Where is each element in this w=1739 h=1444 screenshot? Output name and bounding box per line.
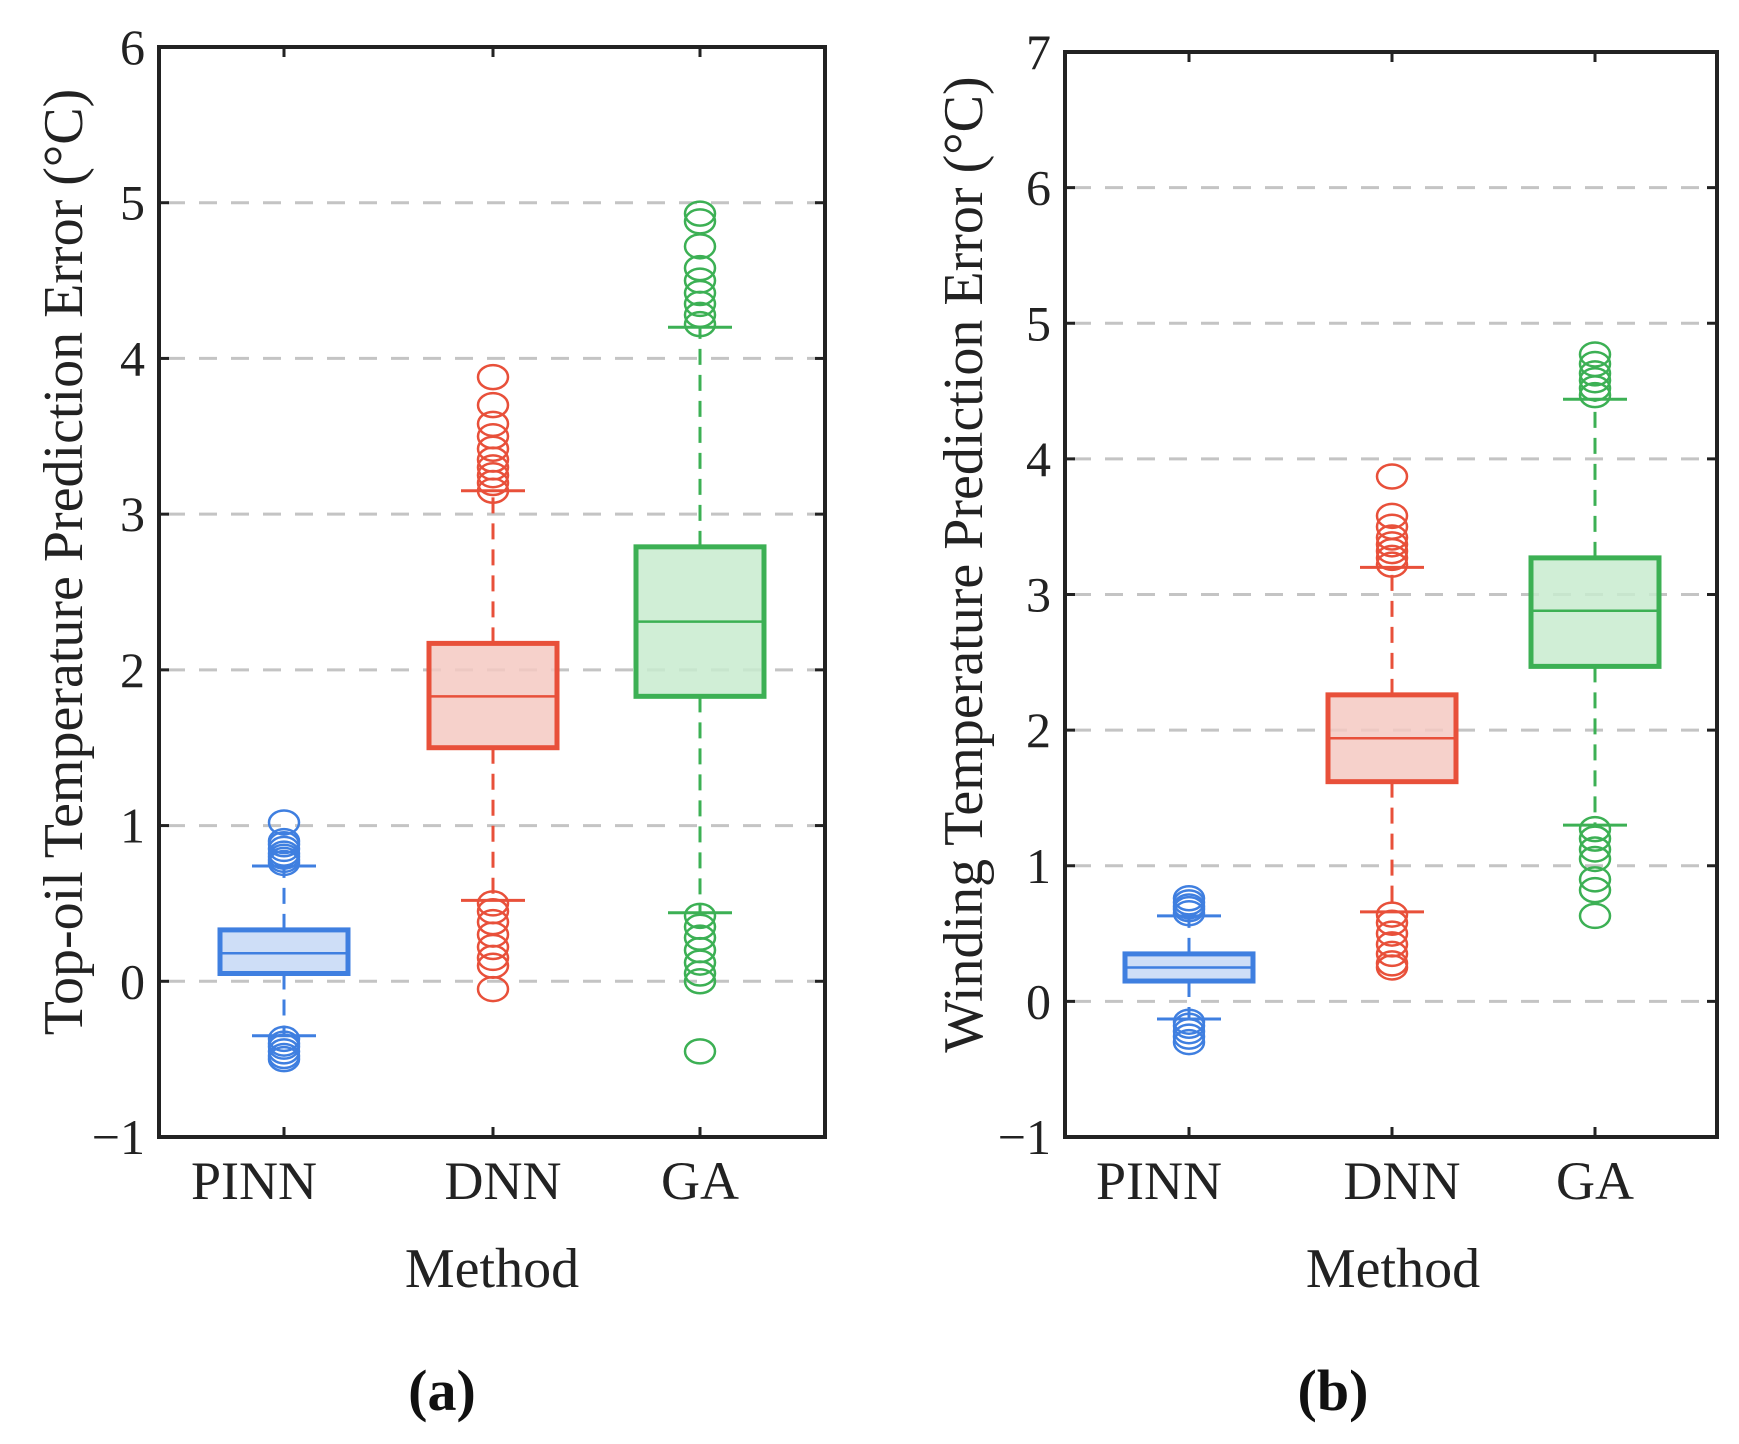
y-tick-label: 6 [120, 19, 145, 75]
outlier [476, 454, 510, 481]
outlier [683, 301, 717, 329]
outlier [1172, 1023, 1206, 1050]
outlier [683, 949, 717, 976]
outlier [683, 200, 717, 227]
outlier [1578, 845, 1612, 873]
y-tick-label: 0 [1026, 973, 1051, 1029]
outlier [683, 1038, 717, 1065]
y-tick-label: 4 [120, 330, 145, 386]
outlier [1172, 1028, 1206, 1056]
y-tick-label: 1 [1026, 838, 1051, 894]
outlier [683, 310, 717, 338]
outlier [267, 827, 301, 855]
outlier [1578, 866, 1612, 893]
x-tick-label: GA [1556, 1151, 1634, 1211]
outlier [1375, 901, 1409, 928]
outlier [1578, 366, 1612, 394]
outlier [683, 968, 717, 995]
outlier [267, 809, 301, 836]
outlier [1375, 513, 1409, 540]
box-dnn [1325, 463, 1459, 981]
panel-a: −1 0 1 2 3 4 5 6 PINN DNN GA Method Top-oil Temperat… [33, 19, 827, 1423]
y-tick-label: 2 [1026, 702, 1051, 758]
panel-label: (a) [408, 1358, 476, 1423]
x-tick-label: PINN [1096, 1151, 1222, 1211]
x-tick-label: DNN [445, 1151, 562, 1211]
outlier [476, 890, 510, 917]
outlier [1578, 836, 1612, 863]
outlier [1172, 1017, 1206, 1045]
outlier [1375, 909, 1409, 936]
outlier [1375, 551, 1409, 578]
outlier [1375, 544, 1409, 572]
outlier [476, 391, 510, 419]
outlier [267, 1045, 301, 1073]
outlier [1375, 502, 1409, 530]
outlier [476, 410, 510, 438]
outlier [1375, 940, 1409, 968]
outlier [476, 461, 510, 489]
panel-label: (b) [1298, 1358, 1369, 1423]
outlier [476, 975, 510, 1003]
outlier [683, 267, 717, 294]
y-tick-label: 5 [120, 175, 145, 231]
y-tick-label: −1 [92, 1109, 145, 1165]
y-tick-label: 0 [120, 953, 145, 1009]
y-tick-label: 6 [1026, 160, 1051, 216]
y-tick-label: 2 [120, 642, 145, 698]
box-pinn [217, 809, 351, 1073]
outlier [1578, 341, 1612, 368]
box-ga [633, 200, 767, 1065]
outlier [1578, 381, 1612, 409]
outlier [1375, 920, 1409, 947]
outlier [476, 933, 510, 961]
outlier [683, 902, 717, 930]
y-tick-label: −1 [998, 1109, 1051, 1165]
x-tick-label: GA [661, 1151, 739, 1211]
x-tick-label: DNN [1344, 1151, 1461, 1211]
box-ga [1528, 341, 1662, 930]
box-dnn [426, 363, 560, 1003]
outlier [683, 208, 717, 235]
y-tick-label: 4 [1026, 431, 1051, 487]
y-axis-label: Top-oil Temperature Prediction Error (°C… [33, 89, 95, 1036]
y-axis-label: Winding Temperature Prediction Error (°C… [933, 76, 995, 1052]
outlier [1578, 350, 1612, 378]
outlier [1375, 463, 1409, 490]
outlier [1375, 524, 1409, 551]
outlier [1578, 815, 1612, 843]
outlier [683, 254, 717, 282]
x-axis-label: Method [405, 1238, 579, 1300]
outlier [683, 960, 717, 987]
outlier [476, 423, 510, 450]
outlier [1375, 531, 1409, 558]
y-tick-label: 3 [120, 486, 145, 542]
y-tick-label: 3 [1026, 567, 1051, 623]
x-axis-label: Method [1306, 1238, 1480, 1300]
y-tick-label: 1 [120, 798, 145, 854]
outlier [1172, 885, 1206, 912]
panel-b: −1 0 1 2 3 4 5 6 7 PINN DNN GA Method Winding Tempera… [933, 24, 1719, 1423]
outlier [1578, 902, 1612, 930]
outlier [1578, 825, 1612, 852]
y-tick-label: 5 [1026, 295, 1051, 351]
outlier [1578, 360, 1612, 387]
y-tick-label: 7 [1026, 24, 1051, 80]
outlier [1578, 876, 1612, 904]
outlier [1375, 537, 1409, 565]
x-tick-label: PINN [191, 1151, 317, 1211]
outlier [476, 363, 510, 391]
box-pinn [1122, 885, 1256, 1056]
iqr-box [1528, 555, 1662, 669]
outlier [1375, 954, 1409, 981]
outlier [476, 944, 510, 972]
outlier [683, 233, 717, 260]
iqr-box [217, 927, 351, 977]
plot-frame [157, 45, 827, 1139]
outlier [1172, 1012, 1206, 1040]
plot-frame [1063, 50, 1719, 1139]
